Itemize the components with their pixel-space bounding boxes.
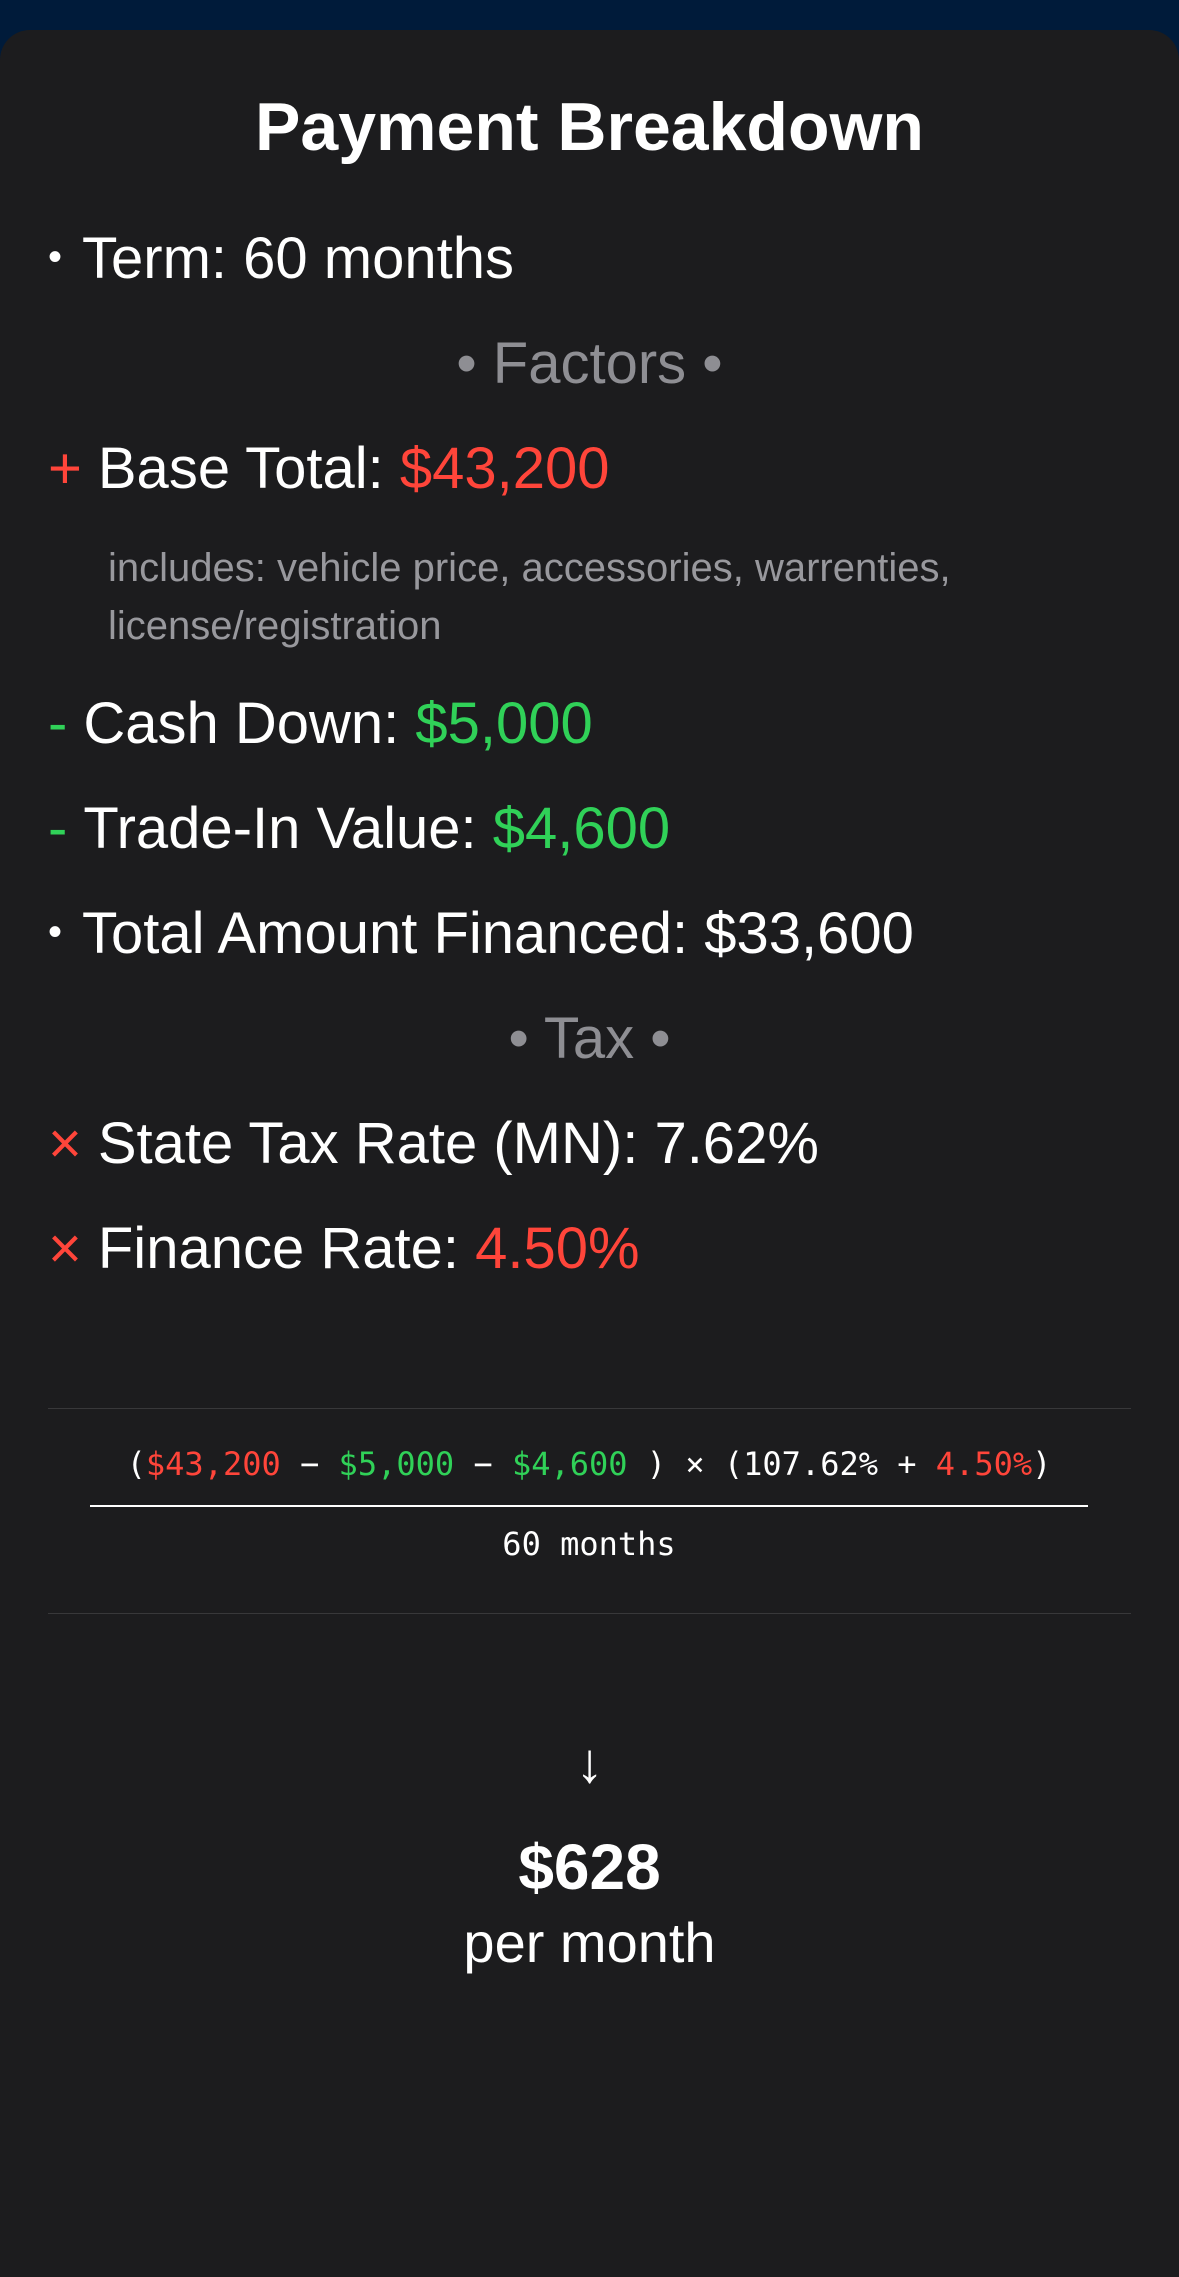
base-total-note: includes: vehicle price, accessories, wa… — [108, 546, 951, 648]
state-tax-row: × State Tax Rate (MN): 7.62% — [48, 1115, 819, 1173]
base-total-row: + Base Total: $43,200 — [48, 440, 610, 498]
formula-open-paren: ( — [126, 1445, 146, 1483]
divider-bottom — [48, 1613, 1131, 1614]
page-title: Payment Breakdown — [255, 89, 924, 165]
cash-down-label: Cash Down: — [83, 691, 400, 756]
formula-base: $43,200 — [145, 1445, 281, 1483]
total-financed-value: $33,600 — [704, 901, 914, 966]
cash-down-row: - Cash Down: $5,000 — [48, 695, 593, 753]
formula-rate: 4.50% — [935, 1445, 1033, 1483]
multiply-icon: × — [48, 1216, 82, 1281]
monthly-payment-amount: $628 — [518, 1831, 661, 1903]
formula-minus: − — [280, 1445, 339, 1483]
finance-rate-value: 4.50% — [475, 1216, 640, 1281]
section-tax: • Tax • — [508, 1006, 671, 1071]
trade-in-value: $4,600 — [492, 796, 671, 861]
minus-icon: - — [48, 796, 68, 861]
state-tax-value: 7.62% — [654, 1111, 819, 1176]
section-factors: • Factors • — [456, 331, 723, 396]
formula-cash: $5,000 — [338, 1445, 455, 1483]
total-financed-label: Total Amount Financed: — [82, 901, 689, 966]
trade-in-label: Trade-In Value: — [83, 796, 477, 861]
minus-icon: - — [48, 691, 68, 756]
term-label: Term: — [82, 226, 228, 291]
fraction-line — [90, 1505, 1088, 1507]
divider-top — [48, 1408, 1131, 1409]
finance-rate-label: Finance Rate: — [97, 1216, 459, 1281]
formula-numerator: ($43,200 − $5,000 − $4,600 ) × (107.62% … — [90, 1445, 1088, 1483]
payment-breakdown-sheet: Payment Breakdown • Term: 60 months • Fac… — [0, 30, 1179, 2277]
bullet-icon: • — [48, 909, 63, 954]
finance-rate-row: × Finance Rate: 4.50% — [48, 1220, 640, 1278]
trade-in-row: - Trade-In Value: $4,600 — [48, 800, 670, 858]
term-row: • Term: 60 months — [48, 230, 514, 288]
formula-minus: − — [454, 1445, 512, 1483]
base-total-label: Base Total: — [97, 436, 384, 501]
plus-icon: + — [48, 436, 82, 501]
state-tax-label: State Tax Rate (MN): — [97, 1111, 639, 1176]
bullet-icon: • — [48, 234, 63, 279]
total-financed-row: • Total Amount Financed: $33,600 — [48, 905, 914, 963]
formula-trade: $4,600 — [511, 1445, 628, 1483]
term-value: 60 months — [243, 226, 514, 291]
formula-close-paren: ) — [1032, 1445, 1052, 1483]
cash-down-value: $5,000 — [415, 691, 593, 756]
formula-denominator: 60 months — [502, 1525, 676, 1563]
monthly-payment-period: per month — [463, 1911, 716, 1974]
arrow-down-icon: ↓ — [575, 1731, 604, 1794]
formula-tax-part: ) × (107.62% + — [627, 1445, 936, 1483]
base-total-value: $43,200 — [399, 436, 610, 501]
multiply-icon: × — [48, 1111, 82, 1176]
